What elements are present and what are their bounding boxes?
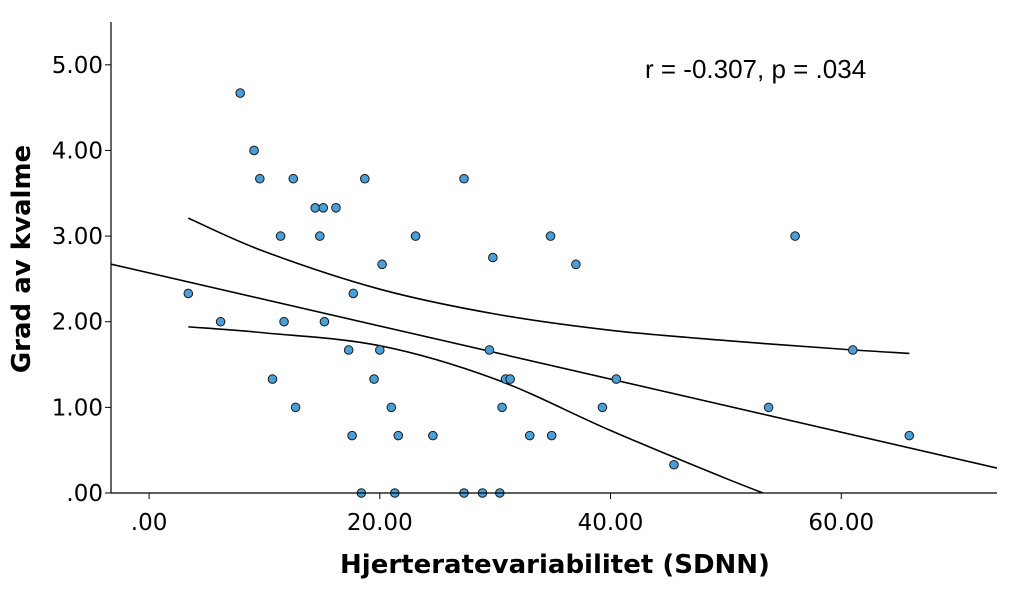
data-point — [488, 252, 498, 263]
y-tick-label: 5.00 — [52, 53, 103, 79]
data-points — [183, 88, 915, 498]
data-point — [315, 231, 325, 241]
data-point — [275, 231, 286, 241]
y-tick-label: 4.00 — [52, 138, 103, 164]
y-axis-title: Grad av kvalme — [7, 145, 37, 373]
data-point — [319, 316, 330, 327]
data-point — [183, 288, 194, 299]
data-point — [597, 402, 608, 413]
y-tick-label: 2.00 — [52, 310, 103, 336]
data-point — [386, 402, 397, 413]
data-point — [847, 345, 858, 355]
data-point — [369, 374, 379, 384]
axes: .00 1.00 2.00 3.00 4.00 5.00 .00 20.00 40.00 60.0… — [52, 22, 997, 536]
data-point — [611, 374, 622, 384]
data-point — [267, 374, 278, 384]
y-tick-label: 3.00 — [52, 224, 103, 250]
data-point — [904, 430, 915, 441]
data-point — [288, 173, 299, 184]
data-point — [290, 402, 301, 413]
fit-line — [111, 263, 997, 469]
x-axis-title: Hjerteratevariabilitet (SDNN) — [340, 550, 770, 580]
data-point — [459, 173, 469, 184]
data-point — [484, 345, 495, 355]
data-point — [545, 231, 556, 241]
data-point — [497, 402, 507, 413]
data-point — [505, 374, 515, 384]
x-tick-label: .00 — [131, 510, 168, 536]
data-point — [360, 173, 370, 184]
correlation-annotation: r = -0.307, p = .034 — [645, 54, 866, 84]
data-point — [279, 316, 289, 327]
x-tick-label: 40.00 — [578, 510, 644, 536]
data-point — [377, 259, 387, 270]
data-point — [546, 430, 557, 441]
data-point — [571, 259, 581, 270]
ci-upper-line — [187, 217, 910, 355]
data-point — [524, 430, 535, 441]
data-point — [215, 316, 226, 327]
data-point — [255, 173, 265, 184]
data-point — [763, 402, 774, 413]
y-tick-label: .00 — [66, 481, 103, 507]
data-point — [393, 430, 404, 441]
data-point — [669, 459, 679, 470]
data-point — [331, 203, 341, 213]
data-point — [790, 231, 800, 241]
data-point — [348, 288, 359, 299]
data-point — [249, 145, 259, 156]
fit-lines — [111, 217, 997, 493]
data-point — [374, 345, 385, 355]
data-point — [343, 345, 354, 355]
data-point — [347, 430, 357, 441]
data-point — [428, 430, 438, 441]
data-point — [318, 203, 329, 213]
y-tick-label: 1.00 — [52, 395, 103, 421]
data-point — [410, 231, 421, 241]
data-point — [235, 88, 246, 98]
ci-lower-line — [188, 326, 766, 493]
x-tick-label: 20.00 — [347, 510, 413, 536]
x-tick-label: 60.00 — [808, 510, 874, 536]
data-point — [310, 203, 320, 213]
